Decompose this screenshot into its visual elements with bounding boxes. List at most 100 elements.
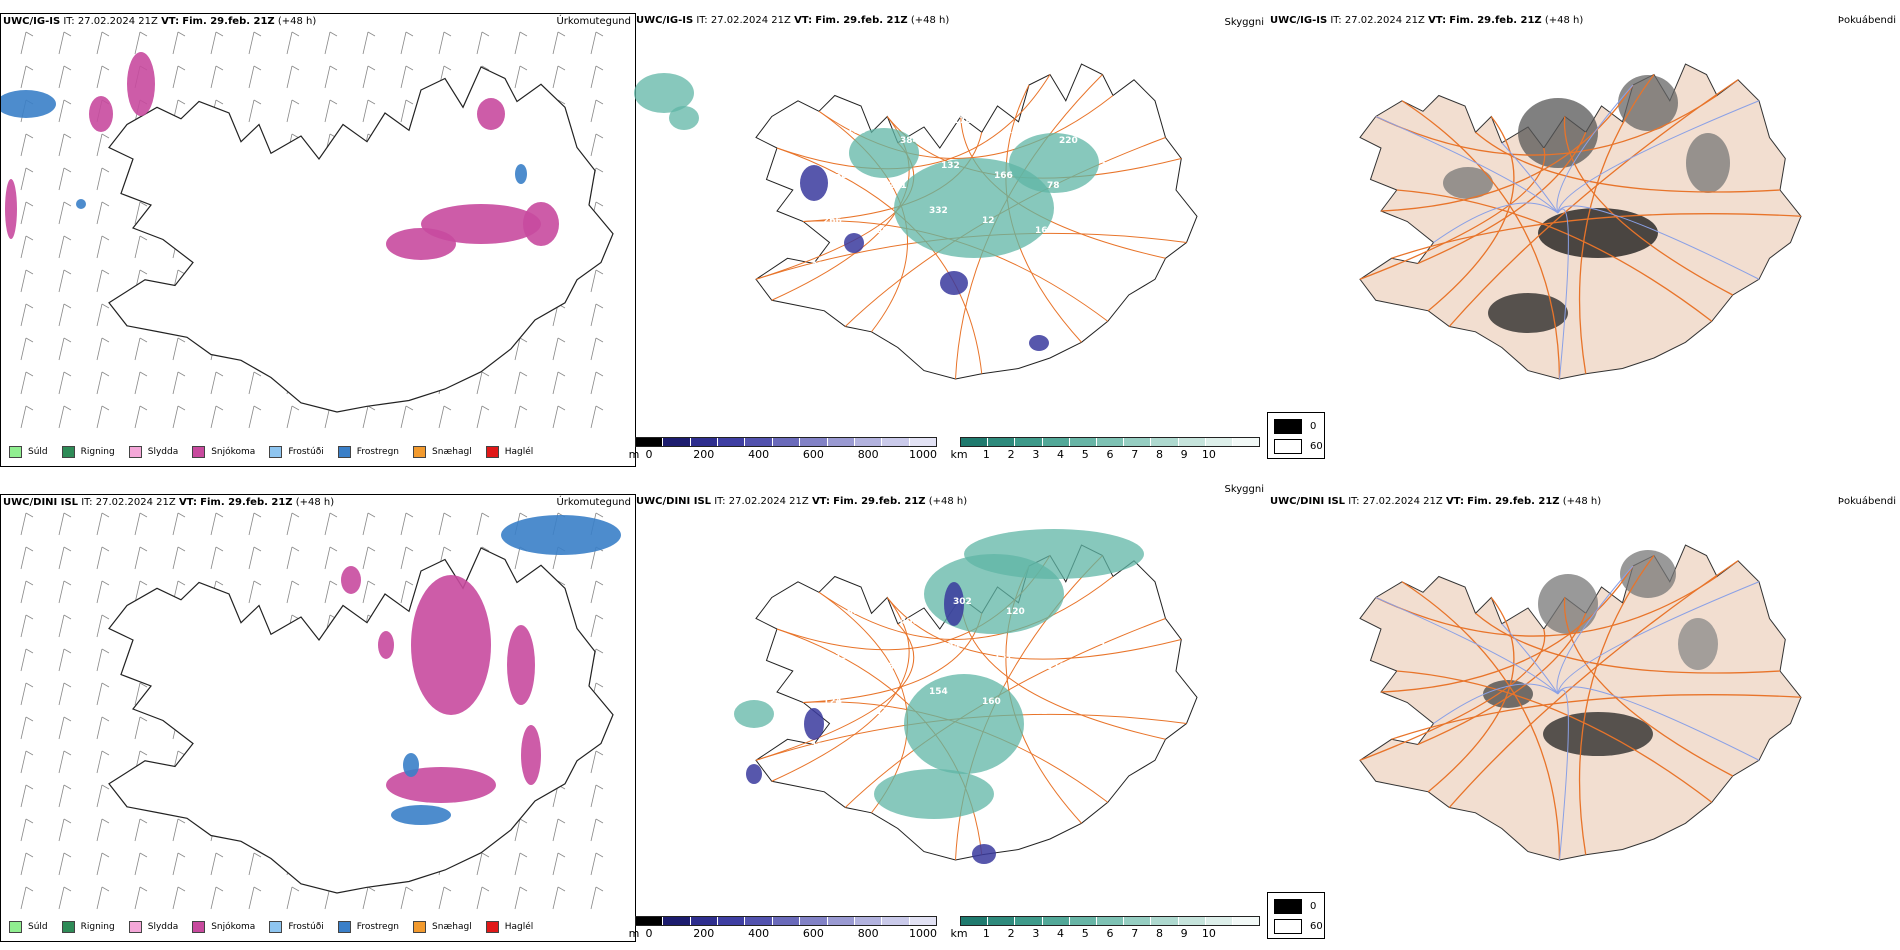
wind-barb: [20, 65, 27, 89]
wind-barb: [96, 371, 103, 395]
colorbar-cell: [772, 438, 801, 446]
wind-barb: [96, 65, 103, 89]
precip-legend: Súld Rigning Slydda Snjókoma Frostúði Frostre…: [9, 921, 533, 933]
wind-barb-flag: [595, 167, 604, 173]
wind-barb: [324, 31, 331, 55]
river: [1501, 142, 1559, 214]
colorbar-tick: 1000: [909, 448, 937, 461]
ceiling-value-label: 119: [1047, 662, 1066, 672]
wind-barb-flag: [101, 167, 110, 173]
legend-item-7: Haglél: [485, 921, 533, 933]
wind-barb: [58, 546, 65, 570]
road: [1396, 189, 1713, 322]
wind-barb-flag: [291, 546, 300, 552]
colorbar-cell: [1015, 917, 1043, 925]
wind-barb-flag: [291, 65, 300, 71]
wind-barb-flag: [595, 648, 604, 654]
fog-label-0: 0: [1310, 901, 1317, 912]
wind-barb: [400, 31, 407, 55]
colorbar-cell: [1042, 917, 1070, 925]
wind-barb-flag: [405, 512, 414, 518]
fog-index-area: [1618, 75, 1678, 131]
wind-barb: [172, 886, 179, 910]
colorbar-tick: 600: [802, 927, 824, 940]
wind-barb-flag: [481, 405, 490, 411]
road: [818, 95, 1114, 159]
wind-barb: [20, 886, 27, 910]
river: [1556, 84, 1634, 214]
wind-barb-flag: [253, 405, 262, 411]
colorbar-cell: [1069, 917, 1097, 925]
legend-label: Frostúði: [288, 922, 324, 932]
wind-barb-flag: [519, 31, 528, 37]
colorbar-cell: [854, 917, 883, 925]
wind-barb: [248, 371, 255, 395]
wind-barb: [96, 31, 103, 55]
wind-barb: [20, 648, 27, 672]
wind-barb-flag: [557, 405, 566, 411]
wind-barb: [362, 886, 369, 910]
ceiling-value-label: 24: [1006, 126, 1019, 136]
legend-label: Snjókoma: [211, 447, 256, 457]
wind-barb: [476, 31, 483, 55]
precip-legend: Súld Rigning Slydda Snjókoma Frostúði Frostre…: [9, 446, 533, 458]
wind-barb: [438, 31, 445, 55]
wind-barb: [590, 405, 597, 429]
legend-swatch: [9, 446, 22, 458]
legend-label: Haglél: [504, 447, 534, 457]
wind-barb-flag: [63, 167, 72, 173]
colorbar-unit: m: [628, 927, 640, 940]
wind-barb-flag: [367, 546, 376, 552]
legend-swatch: [337, 921, 351, 933]
snow-area: [127, 52, 155, 116]
wind-barb-flag: [25, 546, 34, 552]
wind-barb: [20, 269, 27, 293]
colorbar-cell: [1232, 917, 1260, 925]
fog-legend-box: 0 60: [1267, 892, 1325, 939]
wind-barb: [248, 852, 255, 876]
wind-barb: [96, 614, 103, 638]
wind-barb: [590, 303, 597, 327]
wind-barb: [590, 337, 597, 361]
legend-swatch: [485, 446, 499, 458]
colorbar-tick: 8: [1155, 927, 1163, 940]
wind-barb: [400, 512, 407, 536]
river: [1433, 202, 1559, 243]
wind-barb: [20, 818, 27, 842]
wind-barb: [172, 512, 179, 536]
wind-barb: [58, 648, 65, 672]
wind-barb: [362, 512, 369, 536]
wind-barb-flag: [139, 886, 148, 892]
colorbar-cell: [1178, 438, 1206, 446]
wind-barb: [172, 337, 179, 361]
ceiling-value-label: 180: [1059, 617, 1078, 627]
colorbar-tick: 9: [1180, 448, 1188, 461]
wind-barb-flag: [481, 31, 490, 37]
wind-barb-flag: [25, 303, 34, 309]
wind-barb: [20, 512, 27, 536]
wind-barb-flag: [177, 99, 186, 105]
wind-barb-flag: [63, 31, 72, 37]
ceiling-value-label: 92: [1035, 707, 1048, 717]
wind-barb: [286, 580, 293, 604]
fog-label-60: 60: [1310, 441, 1323, 452]
wind-barb: [248, 405, 255, 429]
wind-barb: [514, 31, 521, 55]
wind-barb: [362, 405, 369, 429]
wind-barb: [134, 201, 141, 225]
wind-barb-flag: [405, 886, 414, 892]
snow-area: [378, 631, 394, 659]
colorbar-cell: [718, 917, 746, 925]
legend-label: Slydda: [147, 447, 179, 457]
legend-item-1: Rigning: [61, 921, 115, 933]
colorbar-cells: [635, 916, 937, 926]
legend-item-3: Snjókoma: [192, 446, 255, 458]
legend-item-6: Snæhagl: [413, 446, 472, 458]
wind-barb-flag: [101, 852, 110, 858]
wind-barb-flag: [557, 580, 566, 586]
river: [1557, 208, 1569, 380]
colorbar-tick: 200: [693, 927, 715, 940]
colorbar-cell: [1124, 917, 1152, 925]
snow-area: [521, 725, 541, 785]
wind-barb: [210, 546, 217, 570]
